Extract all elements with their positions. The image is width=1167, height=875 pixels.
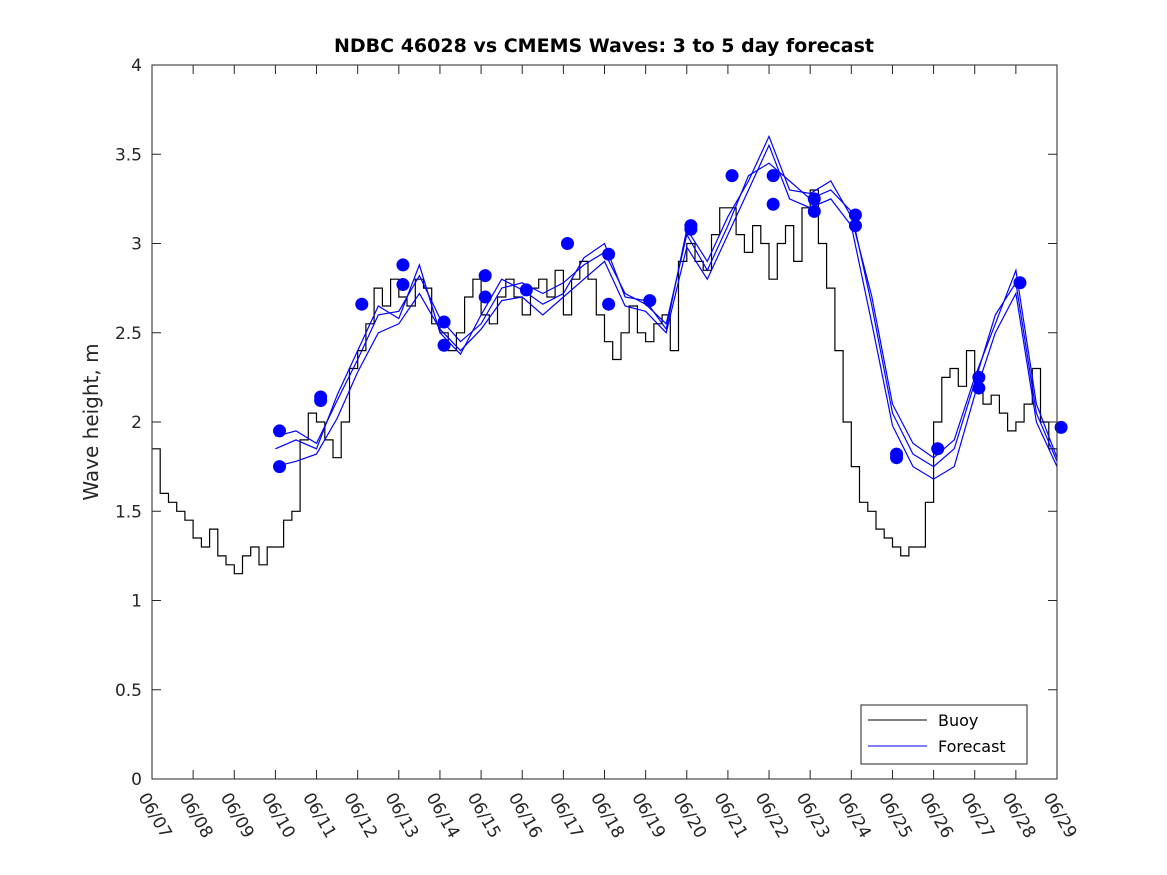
y-tick-label: 1.5: [115, 502, 142, 522]
forecast-series: [275, 134, 1058, 480]
forecast-marker: [807, 204, 821, 218]
x-tick-label: 06/27: [956, 790, 998, 842]
plot-background: [152, 65, 1057, 779]
forecast-marker: [931, 442, 945, 456]
forecast-marker: [602, 297, 616, 311]
legend-buoy-label: Buoy: [938, 711, 978, 730]
buoy-line: [152, 189, 1058, 575]
y-tick-label: 4: [131, 56, 142, 76]
x-tick-label: 06/26: [915, 790, 957, 842]
forecast-marker: [684, 222, 698, 236]
forecast-line-3: [275, 134, 1058, 459]
forecast-marker: [396, 278, 410, 292]
forecast-marker: [890, 451, 904, 465]
x-tick-label: 06/22: [751, 790, 793, 842]
x-tick-label: 06/20: [668, 790, 710, 842]
y-tick-label: 0: [131, 770, 142, 790]
forecast-marker: [519, 283, 533, 297]
forecast-marker: [848, 208, 862, 222]
forecast-marker: [437, 315, 451, 329]
legend: Buoy Forecast: [860, 704, 1028, 765]
x-tick-label: 06/19: [627, 790, 669, 842]
legend-forecast-label: Forecast: [938, 737, 1006, 756]
forecast-markers: [273, 169, 1068, 474]
x-tick-label: 06/08: [175, 790, 217, 842]
forecast-marker: [560, 237, 574, 250]
x-tick-label: 06/10: [257, 790, 299, 842]
forecast-marker: [273, 424, 287, 438]
x-tick-label: 06/17: [545, 790, 587, 842]
forecast-line-2: [275, 143, 1058, 480]
x-tick-label: 06/09: [216, 790, 258, 842]
y-tick-label: 0.5: [115, 681, 142, 701]
chart-title: NDBC 46028 vs CMEMS Waves: 3 to 5 day fo…: [334, 35, 874, 57]
forecast-marker: [725, 169, 739, 183]
forecast-marker: [1054, 420, 1068, 434]
forecast-marker: [314, 394, 328, 408]
x-tick-label: 06/07: [134, 790, 176, 842]
x-tick-label: 06/29: [1039, 790, 1081, 842]
y-tick-label: 1: [131, 592, 142, 612]
y-tick-label: 3: [131, 235, 142, 255]
x-tick-label: 06/24: [833, 790, 875, 842]
y-tick-label: 3.5: [115, 145, 142, 165]
x-tick-label: 06/12: [339, 790, 381, 842]
y-tick-label: 2: [131, 413, 142, 433]
forecast-marker: [273, 460, 287, 474]
forecast-marker: [478, 269, 492, 283]
forecast-marker: [972, 381, 986, 395]
x-tick-label: 06/25: [874, 790, 916, 842]
forecast-marker: [848, 219, 862, 233]
x-tick-label: 06/18: [586, 790, 628, 842]
x-tick-label: 06/23: [792, 790, 834, 842]
x-tick-label: 06/21: [710, 790, 752, 842]
forecast-marker: [1013, 276, 1027, 290]
legend-box: [860, 704, 1028, 765]
forecast-marker: [355, 297, 369, 311]
x-tick-label: 06/16: [504, 790, 546, 842]
forecast-marker: [396, 258, 410, 272]
forecast-marker: [807, 192, 821, 206]
x-tick-label: 06/14: [422, 790, 464, 842]
x-tick-label: 06/11: [298, 790, 340, 842]
x-tick-label: 06/15: [463, 790, 505, 842]
y-tick-label: 2.5: [115, 324, 142, 344]
x-tick-label: 06/13: [380, 790, 422, 842]
forecast-marker: [972, 370, 986, 384]
y-axis: 0 0.5 1 1.5 2 2.5 3 3.5 4: [115, 56, 1057, 790]
forecast-marker: [478, 290, 492, 304]
buoy-series: [152, 189, 1058, 575]
forecast-marker: [437, 338, 451, 352]
forecast-marker: [766, 169, 780, 183]
forecast-marker: [643, 294, 657, 308]
y-axis-label: Wave height, m: [79, 343, 103, 500]
x-tick-label: 06/28: [998, 790, 1040, 842]
forecast-marker: [602, 247, 616, 261]
forecast-marker: [766, 197, 780, 211]
